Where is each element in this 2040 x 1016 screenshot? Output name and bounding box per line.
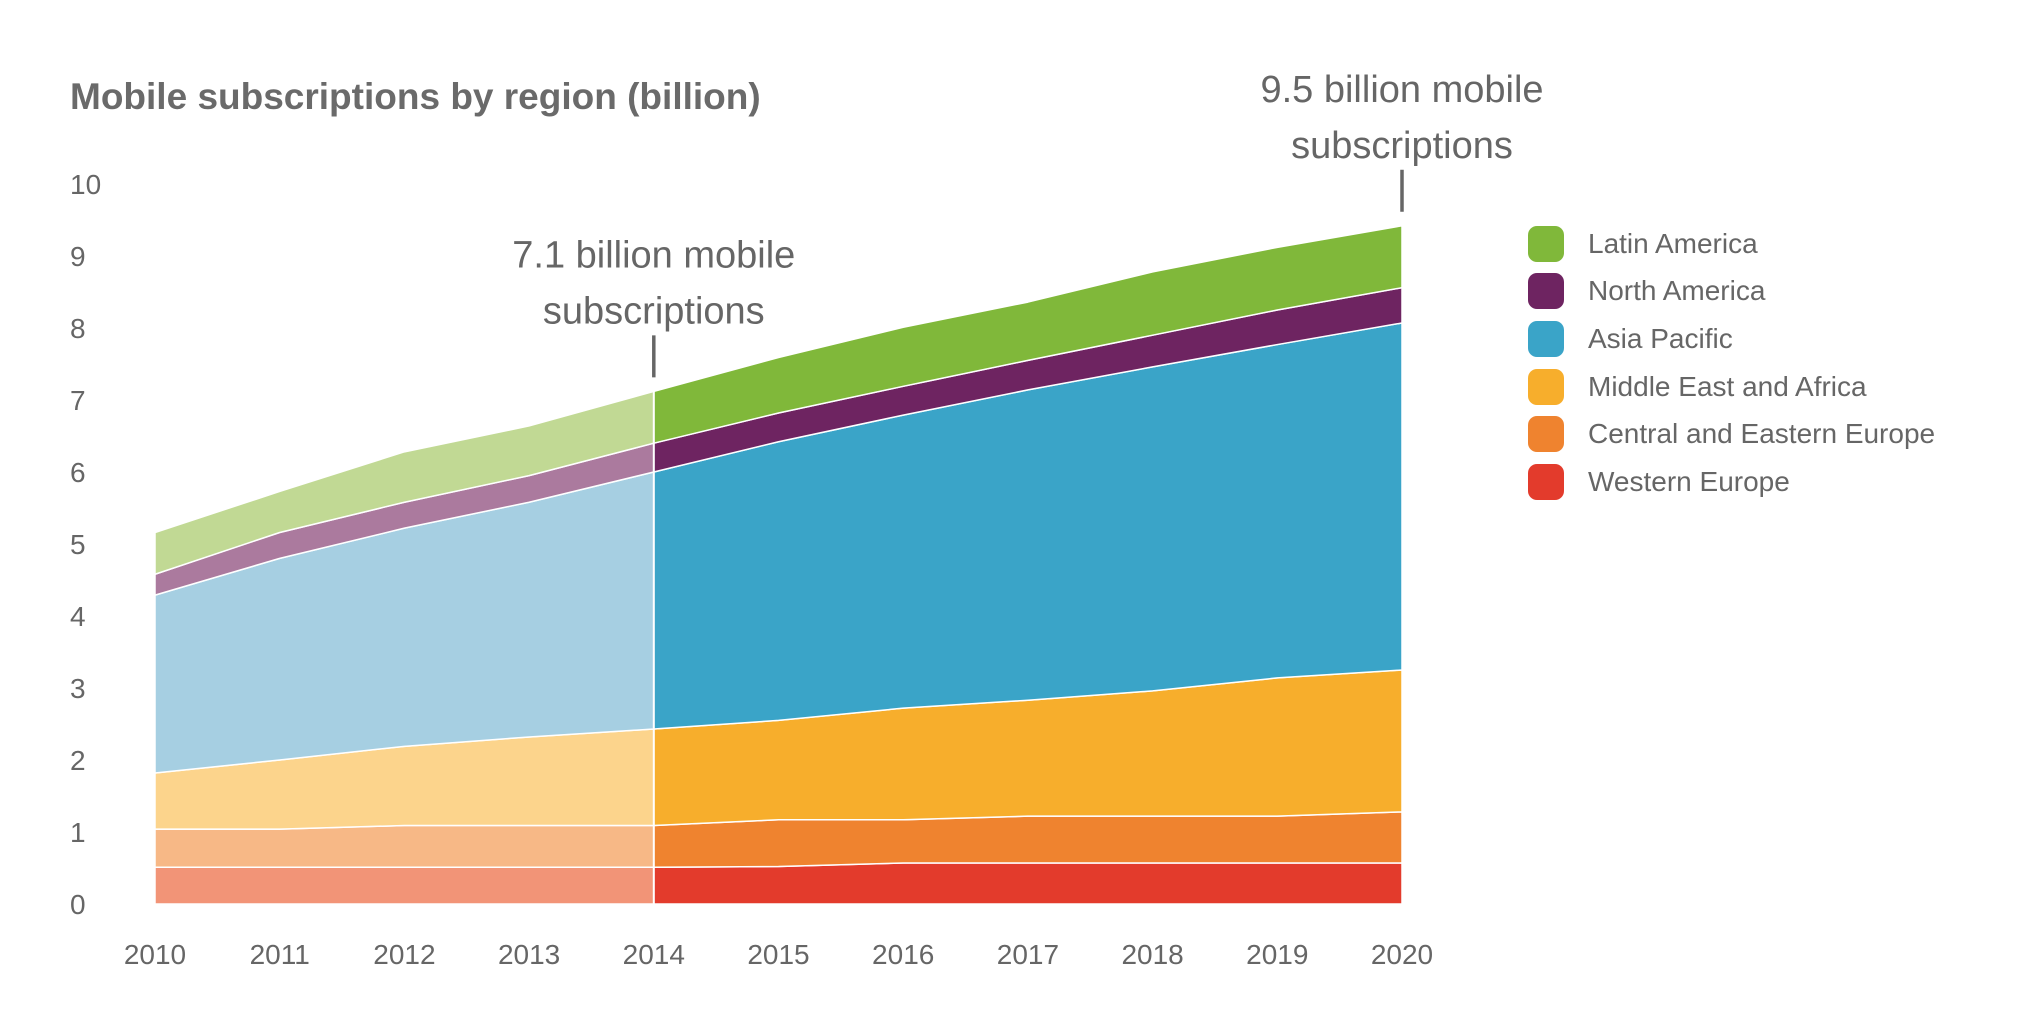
area-western-europe: [653, 862, 1403, 905]
y-tick-label: 0: [70, 889, 86, 920]
annotation-label: subscriptions: [543, 290, 765, 332]
annotation-label: 9.5 billion mobile: [1260, 69, 1543, 111]
x-tick-label: 2012: [373, 939, 435, 970]
x-tick-label: 2017: [997, 939, 1059, 970]
y-tick-label: 9: [70, 241, 86, 272]
legend-label: Central and Eastern Europe: [1588, 418, 1936, 450]
x-tick-label: 2014: [623, 939, 685, 970]
area-central-and-eastern-europe-faded: [154, 824, 655, 869]
x-tick-label: 2020: [1371, 939, 1433, 970]
y-tick-label: 6: [70, 457, 86, 488]
y-tick-label: 2: [70, 745, 86, 776]
legend-item: Latin America: [1528, 220, 1935, 268]
chart-title: Mobile subscriptions by region (billion): [70, 76, 761, 117]
y-tick-label: 8: [70, 313, 86, 344]
x-tick-label: 2013: [498, 939, 560, 970]
area-western-europe-faded: [154, 866, 655, 905]
legend: Latin America North America Asia Pacific Mi…: [1528, 220, 1935, 506]
legend-label: Asia Pacific: [1588, 322, 1733, 354]
y-tick-label: 7: [70, 385, 86, 416]
annotation-label: 7.1 billion mobile: [512, 234, 795, 276]
x-tick-label: 2016: [872, 939, 934, 970]
y-tick-label: 5: [70, 529, 86, 560]
legend-swatch: [1528, 320, 1564, 357]
legend-label: Latin America: [1588, 227, 1758, 259]
legend-label: North America: [1588, 275, 1766, 307]
annotation-label: subscriptions: [1291, 125, 1513, 167]
y-tick-label: 3: [70, 673, 86, 704]
legend-label: Middle East and Africa: [1588, 370, 1867, 402]
legend-swatch: [1528, 463, 1564, 500]
legend-item: Middle East and Africa: [1528, 363, 1935, 411]
y-tick-label: 1: [70, 817, 86, 848]
x-tick-label: 2015: [747, 939, 809, 970]
x-tick-label: 2018: [1121, 939, 1183, 970]
area-latin-america: [653, 225, 1403, 444]
y-tick-label: 4: [70, 601, 86, 632]
x-tick-label: 2010: [124, 939, 186, 970]
legend-item: Western Europe: [1528, 458, 1935, 506]
legend-item: Asia Pacific: [1528, 315, 1935, 363]
legend-swatch: [1528, 368, 1564, 405]
x-tick-label: 2019: [1246, 939, 1308, 970]
y-tick-label: 10: [70, 169, 101, 200]
legend-item: North America: [1528, 268, 1935, 316]
legend-swatch: [1528, 225, 1564, 262]
legend-swatch: [1528, 273, 1564, 310]
legend-swatch: [1528, 416, 1564, 453]
x-tick-label: 2011: [250, 939, 310, 970]
legend-label: Western Europe: [1588, 465, 1790, 497]
legend-item: Central and Eastern Europe: [1528, 410, 1935, 458]
